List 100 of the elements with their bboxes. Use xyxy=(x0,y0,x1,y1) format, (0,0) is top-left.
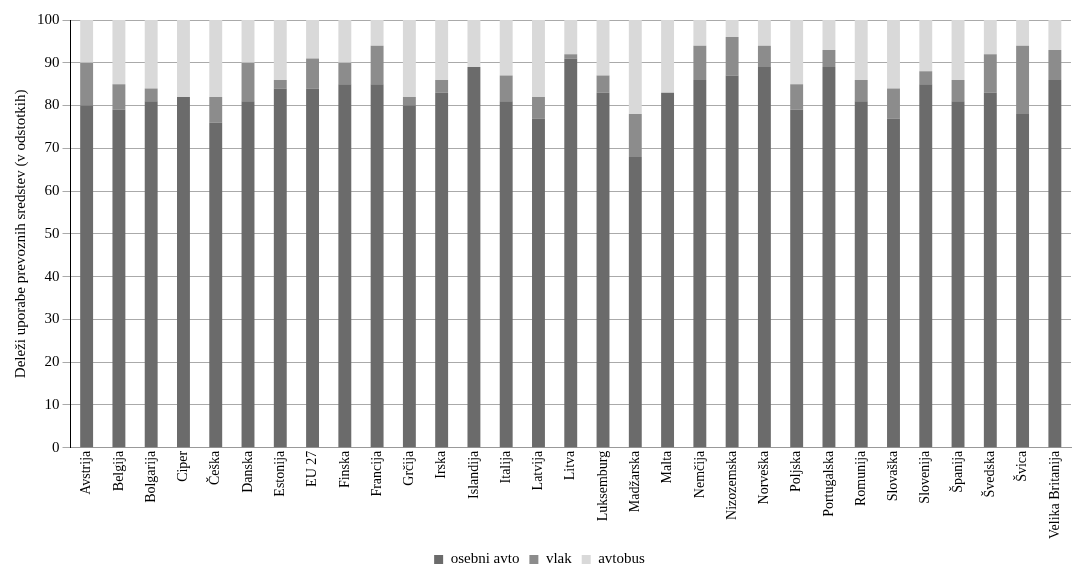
bar xyxy=(725,37,739,76)
bar xyxy=(338,84,352,448)
x-tick-label: Avstrija xyxy=(78,449,94,495)
y-tick-label: 40 xyxy=(44,267,60,284)
y-tick-label: 80 xyxy=(44,96,60,113)
bar xyxy=(273,20,287,80)
bar xyxy=(177,97,190,448)
bar xyxy=(435,79,449,93)
bar xyxy=(80,62,94,106)
bar xyxy=(338,20,352,63)
bar xyxy=(919,20,933,72)
bar xyxy=(628,156,642,448)
bar xyxy=(402,105,416,448)
x-tick-label: Belgija xyxy=(110,449,126,492)
x-tick-label: EU 27 xyxy=(304,450,320,487)
x-tick-label: Ciper xyxy=(175,450,191,482)
bar xyxy=(467,20,481,68)
bar xyxy=(499,75,513,102)
bar xyxy=(790,20,804,85)
bar xyxy=(370,45,384,85)
y-tick-label: 50 xyxy=(44,224,60,241)
bar xyxy=(144,88,158,102)
bar xyxy=(532,118,545,448)
bar xyxy=(435,20,449,80)
bar xyxy=(628,20,642,115)
bar xyxy=(854,79,868,102)
bar xyxy=(1048,79,1062,448)
bar xyxy=(467,67,481,448)
x-tick-label: Luksemburg xyxy=(594,450,610,522)
bar xyxy=(273,79,287,89)
bar xyxy=(1048,49,1062,80)
x-tick-label: Slovenija xyxy=(917,449,933,504)
y-tick-label: 0 xyxy=(52,438,60,455)
legend-label: vlak xyxy=(545,550,573,567)
x-tick-label: Švedska xyxy=(980,449,997,498)
x-tick-label: Latvija xyxy=(530,449,546,491)
x-tick-label: Norveška xyxy=(756,449,772,505)
bar xyxy=(241,20,255,63)
x-tick-label: Romunija xyxy=(852,449,868,506)
bar xyxy=(887,20,900,89)
bar xyxy=(338,62,352,85)
bar xyxy=(757,20,771,46)
x-tick-label: Estonija xyxy=(271,449,287,497)
bar xyxy=(725,20,739,38)
bar xyxy=(951,20,965,80)
bar xyxy=(693,20,707,46)
bar xyxy=(822,49,836,68)
bar xyxy=(80,105,94,448)
x-tick-label: Bolgarija xyxy=(142,449,158,503)
bar xyxy=(596,75,610,93)
x-tick-label: Litva xyxy=(562,449,578,481)
bar xyxy=(887,118,900,448)
bar xyxy=(209,97,223,123)
bar xyxy=(661,92,675,448)
y-tick-label: 30 xyxy=(44,310,60,327)
bar xyxy=(983,54,997,93)
bar xyxy=(499,101,513,448)
bar xyxy=(790,84,804,110)
bar xyxy=(112,20,126,85)
y-tick-label: 20 xyxy=(44,353,60,370)
y-tick-label: 60 xyxy=(44,182,60,199)
x-tick-label: Islandija xyxy=(465,449,481,499)
bar xyxy=(983,92,997,448)
bar xyxy=(951,79,965,102)
x-tick-label: Francija xyxy=(368,449,384,497)
bar xyxy=(1016,20,1030,46)
bar xyxy=(757,45,771,68)
x-tick-label: Malta xyxy=(659,449,675,484)
bar xyxy=(209,20,223,97)
x-tick-label: Finska xyxy=(336,449,352,489)
bar xyxy=(499,20,513,76)
x-tick-label: Nemčija xyxy=(691,449,707,499)
bar xyxy=(564,54,578,59)
x-tick-label: Slovaška xyxy=(885,449,901,502)
bar xyxy=(112,84,126,110)
x-tick-label: Madžarska xyxy=(626,449,642,513)
bar xyxy=(757,67,771,448)
x-tick-label: Italija xyxy=(497,449,513,484)
bar xyxy=(693,45,707,80)
bar xyxy=(887,88,900,119)
y-tick-label: 100 xyxy=(37,10,60,27)
bar xyxy=(209,122,223,448)
y-axis-title: Deleži uporabe prevoznih sredstev (v odstotkih) xyxy=(11,89,29,379)
bar xyxy=(854,101,868,448)
legend-label: osebni avto xyxy=(450,550,520,567)
bar xyxy=(1016,45,1030,115)
x-tick-label: Danska xyxy=(239,449,255,493)
x-tick-label: Poljska xyxy=(788,449,804,492)
bar xyxy=(306,20,320,59)
x-tick-label: Irska xyxy=(433,449,449,479)
y-tick-label: 90 xyxy=(44,53,60,70)
bar xyxy=(370,20,384,46)
bar xyxy=(112,109,126,448)
bar xyxy=(919,84,933,448)
x-tick-label: Velika Britanija xyxy=(1046,449,1062,540)
bar xyxy=(564,20,578,55)
bar xyxy=(564,58,578,448)
bar xyxy=(306,58,320,89)
x-tick-label: Švica xyxy=(1013,449,1030,482)
bar xyxy=(951,101,965,448)
